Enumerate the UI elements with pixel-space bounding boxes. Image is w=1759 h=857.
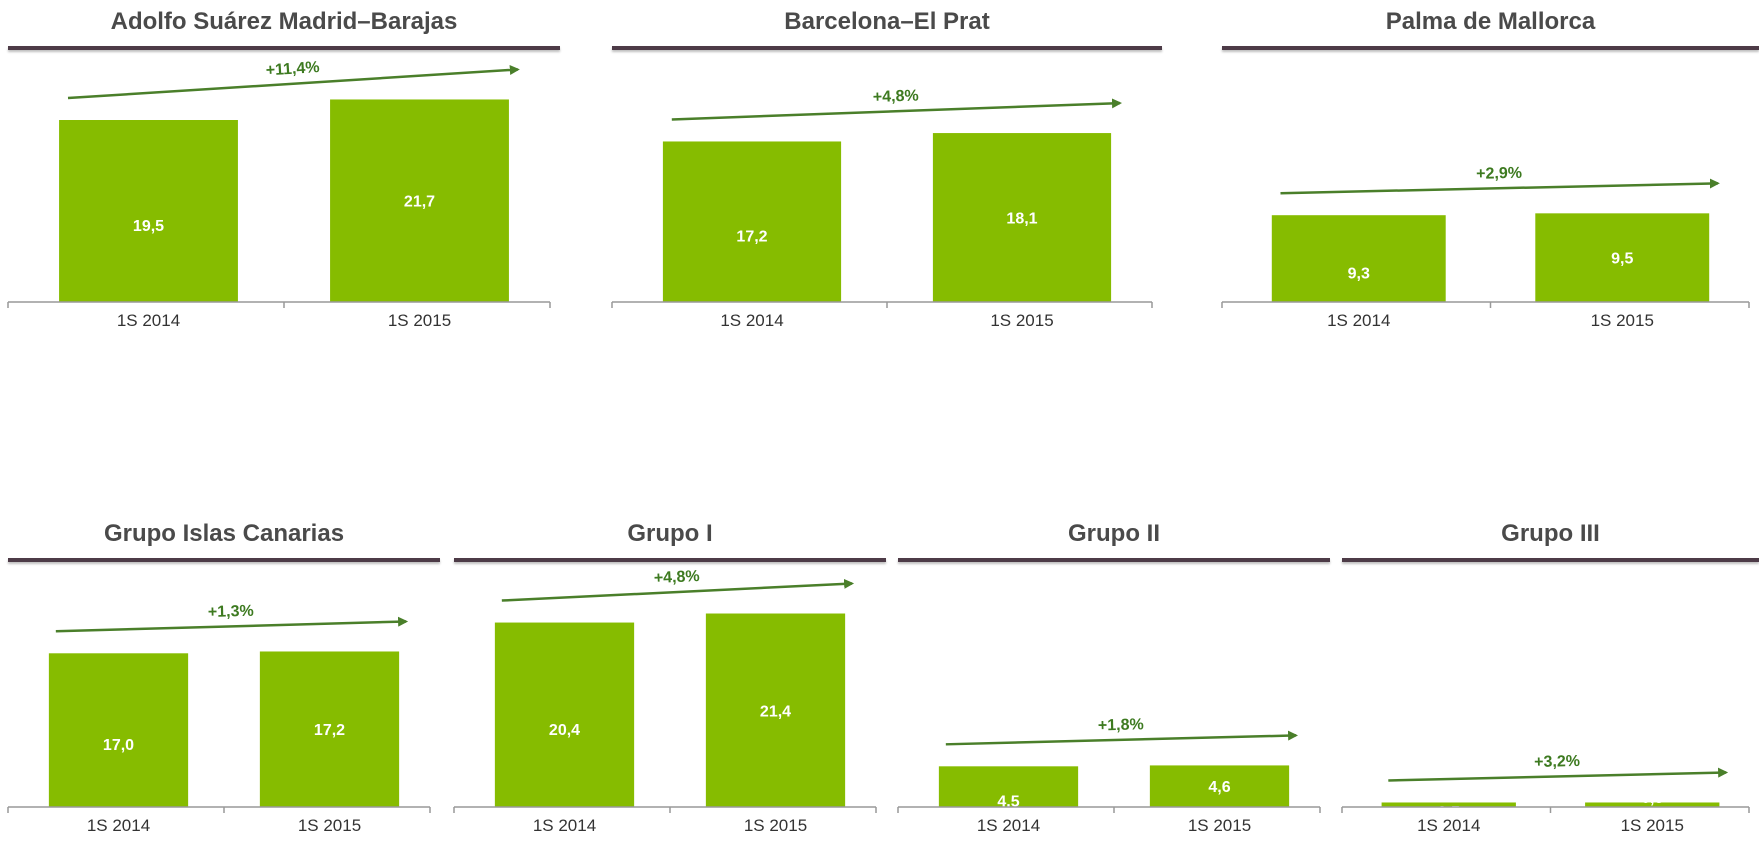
title-rule	[612, 46, 1162, 50]
chart-panel-palma: Palma de Mallorca 9,3 1S 2014 9,5 1S 2015 +2…	[1221, 4, 1759, 349]
growth-arrow	[671, 98, 1123, 121]
chart-title: Barcelona–El Prat	[784, 8, 990, 35]
title-rule	[1222, 46, 1759, 50]
bar-value-label: 18,1	[1006, 211, 1037, 228]
chart-title: Grupo Islas Canarias	[103, 520, 345, 547]
x-tick-label: 1S 2014	[977, 816, 1040, 835]
chart-title: Grupo I	[627, 520, 713, 547]
bar	[1535, 213, 1710, 302]
bar-value-label: 20,4	[549, 722, 580, 739]
chart-title: Adolfo Suárez Madrid–Barajas	[110, 8, 458, 35]
growth-arrow	[945, 730, 1299, 746]
bar-value-label: 19,5	[133, 218, 164, 235]
chart-title: Grupo III	[1501, 520, 1600, 547]
x-tick-label: 1S 2014	[87, 816, 150, 835]
bar	[48, 653, 189, 807]
x-tick-label: 1S 2014	[1327, 311, 1390, 330]
growth-label: +1,3%	[208, 603, 254, 621]
growth-arrow	[67, 64, 520, 100]
x-tick-label: 1S 2014	[533, 816, 596, 835]
bar	[932, 133, 1112, 302]
growth-arrow	[1280, 178, 1720, 195]
bar	[1381, 802, 1516, 807]
bar-value-label: 17,0	[103, 737, 134, 754]
growth-label: +1,8%	[1098, 716, 1144, 734]
bar-chart: 9,3 1S 2014 9,5 1S 2015 +2,9%	[1221, 165, 1750, 330]
title-rule	[898, 558, 1330, 562]
bar-chart: 19,5 1S 2014 21,7 1S 2015 +11,4%	[7, 59, 551, 330]
x-tick-label: 1S 2015	[388, 311, 451, 330]
title-rule	[1342, 558, 1759, 562]
chart-panel-canarias: Grupo Islas Canarias 17,0 1S 2014 17,2 1S 2…	[7, 516, 440, 857]
bar-value-label: 9,5	[1611, 251, 1633, 268]
growth-label: +4,8%	[653, 568, 700, 587]
x-tick-label: 1S 2014	[1417, 816, 1480, 835]
growth-label: +4,8%	[873, 87, 919, 106]
bar-value-label: 9,3	[1348, 266, 1370, 283]
bar-value-label: 4,6	[1208, 779, 1230, 796]
bar-value-label: 0,5	[1641, 790, 1663, 807]
bar-value-label: 21,4	[760, 703, 791, 720]
x-tick-label: 1S 2015	[990, 311, 1053, 330]
growth-label: +11,4%	[265, 59, 320, 79]
growth-arrow	[501, 578, 855, 602]
growth-arrow	[1388, 767, 1729, 782]
x-tick-label: 1S 2015	[298, 816, 361, 835]
x-tick-label: 1S 2014	[117, 311, 180, 330]
bar	[1149, 765, 1290, 807]
bar	[330, 99, 509, 302]
bar-value-label: 21,7	[404, 194, 435, 211]
chart-title: Grupo II	[1068, 520, 1160, 547]
growth-arrow	[55, 616, 409, 633]
bar-value-label: 0,5	[1438, 804, 1460, 821]
bar	[705, 613, 846, 807]
bar-value-label: 4,5	[997, 794, 1019, 811]
x-tick-label: 1S 2015	[1621, 816, 1684, 835]
x-tick-label: 1S 2015	[744, 816, 807, 835]
bar-chart: 20,4 1S 2014 21,4 1S 2015 +4,8%	[453, 568, 877, 835]
x-tick-label: 1S 2014	[720, 311, 783, 330]
bar	[662, 141, 842, 302]
bar	[938, 766, 1079, 807]
bar	[1585, 802, 1720, 807]
bar	[59, 120, 238, 302]
bar-chart: 4,5 1S 2014 4,6 1S 2015 +1,8%	[897, 716, 1321, 835]
growth-label: +2,9%	[1476, 165, 1522, 183]
chart-panel-grupo-ii: Grupo II 4,5 1S 2014 4,6 1S 2015 +1,8%	[897, 516, 1330, 857]
x-tick-label: 1S 2015	[1591, 311, 1654, 330]
chart-panel-grupo-iii: Grupo III 0,5 1S 2014 0,5 1S 2015 +3,2%	[1341, 516, 1759, 857]
x-tick-label: 1S 2015	[1188, 816, 1251, 835]
bar	[259, 651, 400, 807]
growth-label: +3,2%	[1534, 753, 1580, 771]
chart-panel-madrid: Adolfo Suárez Madrid–Barajas 19,5 1S 2014…	[7, 4, 560, 349]
bar-chart: 17,0 1S 2014 17,2 1S 2015 +1,3%	[7, 603, 431, 835]
bar-chart: 17,2 1S 2014 18,1 1S 2015 +4,8%	[611, 87, 1153, 330]
title-rule	[454, 558, 886, 562]
chart-panel-grupo-i: Grupo I 20,4 1S 2014 21,4 1S 2015 +4,8%	[453, 516, 886, 857]
bar	[494, 622, 635, 807]
chart-panel-barcelona: Barcelona–El Prat 17,2 1S 2014 18,1 1S 2015…	[611, 4, 1162, 349]
title-rule	[8, 46, 560, 50]
bar-value-label: 17,2	[736, 229, 767, 246]
bar-value-label: 17,2	[314, 722, 345, 739]
title-rule	[8, 558, 440, 562]
bar	[1271, 215, 1446, 302]
chart-title: Palma de Mallorca	[1385, 8, 1596, 35]
